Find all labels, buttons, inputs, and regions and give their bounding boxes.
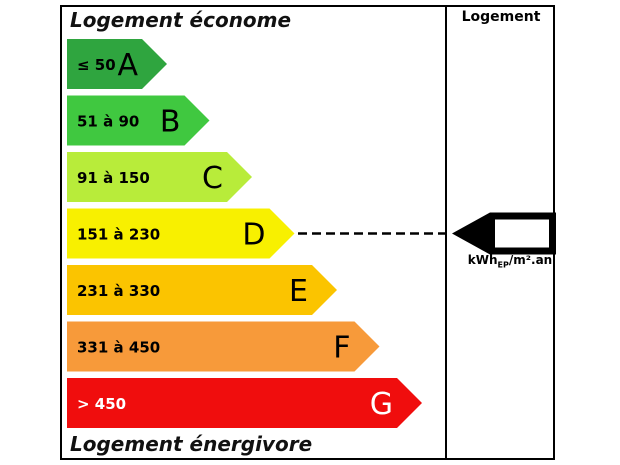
class-b-range: 51 à 90 [77,113,139,131]
class-d-letter: D [242,218,265,253]
class-a-bar [67,39,167,89]
class-d-arrow: 151 à 230 D [67,208,295,259]
class-a-range: ≤ 50 [77,56,116,74]
unit-label: kWhEP/m².an [467,253,553,270]
class-c-arrow: 91 à 150 C [67,152,252,202]
bottom-heading: Logement énergivore [70,432,313,456]
indicator-value-box [495,219,549,248]
class-b-bar [67,95,210,146]
value-indicator-arrow [452,212,556,255]
class-f-arrow: 331 à 450 F [67,321,380,372]
class-g-range: > 450 [77,395,126,413]
class-g-bar [67,378,422,428]
class-f-range: 331 à 450 [77,339,160,357]
class-c-bar [67,152,252,202]
class-d-range: 151 à 230 [77,226,160,244]
class-f-bar [67,321,380,372]
class-g-letter: G [370,387,393,422]
class-b-letter: B [160,105,181,140]
class-b-arrow: 51 à 90 B [67,95,210,146]
top-heading: Logement économe [70,8,292,32]
class-a-letter: A [117,48,138,83]
class-c-range: 91 à 150 [77,169,150,187]
class-d-bar [67,208,295,259]
class-e-range: 231 à 330 [77,282,160,300]
class-g-arrow: > 450 G [67,378,422,428]
class-f-letter: F [333,331,350,366]
class-c-letter: C [202,161,223,196]
class-e-letter: E [289,274,308,309]
class-e-bar [67,265,337,315]
column-header: Logement [461,9,541,25]
class-a-arrow: ≤ 50 A [67,39,167,89]
class-e-arrow: 231 à 330 E [67,265,337,315]
